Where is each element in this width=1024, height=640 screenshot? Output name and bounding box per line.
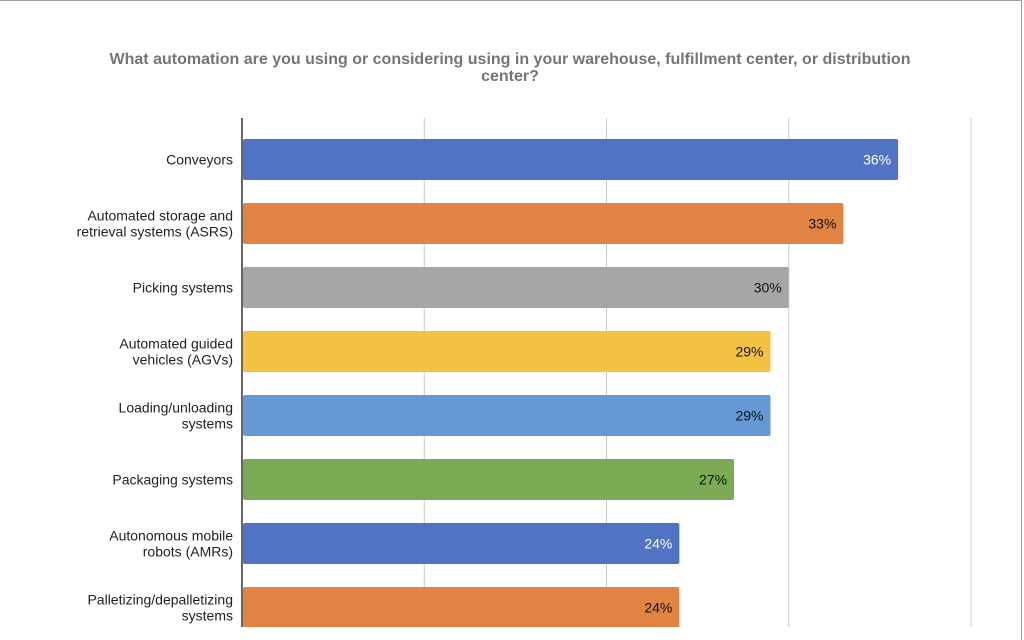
- bar-chart: What automation are you using or conside…: [77, 51, 972, 627]
- value-labels: 36% 33% 30% 29% 29% 27% 24% 24%: [644, 152, 891, 616]
- chart-title-line: What automation are you using or conside…: [110, 51, 911, 68]
- category-label: Automated storage and retrieval systems (…: [77, 208, 233, 240]
- data-label: 27%: [699, 472, 727, 488]
- data-label: 33%: [808, 216, 836, 232]
- bar: [243, 267, 789, 308]
- category-label: Autonomous mobile robots (AMRs): [109, 528, 233, 560]
- data-label: 29%: [735, 344, 763, 360]
- data-label: 24%: [644, 536, 672, 552]
- bars: [243, 139, 899, 627]
- chart-title-line: center?: [481, 68, 539, 85]
- category-labels: Conveyors Automated storage and retrieval …: [77, 152, 234, 624]
- chart-title: What automation are you using or conside…: [110, 51, 911, 85]
- bar: [243, 459, 735, 500]
- category-label: Palletizing/depalletizing systems: [87, 592, 233, 624]
- data-label: 29%: [735, 408, 763, 424]
- data-label: 36%: [863, 152, 891, 168]
- bar: [243, 331, 771, 372]
- data-label: 30%: [754, 280, 782, 296]
- category-label: Conveyors: [166, 152, 233, 168]
- category-label: Loading/unloading systems: [119, 400, 233, 432]
- bar: [243, 203, 844, 244]
- category-label: Packaging systems: [112, 472, 233, 488]
- category-label: Automated guided vehicles (AGVs): [119, 336, 233, 368]
- bar: [243, 523, 680, 564]
- bar: [243, 139, 899, 180]
- data-label: 24%: [644, 600, 672, 616]
- bar: [243, 395, 771, 436]
- category-label: Picking systems: [133, 280, 233, 296]
- bar: [243, 587, 680, 627]
